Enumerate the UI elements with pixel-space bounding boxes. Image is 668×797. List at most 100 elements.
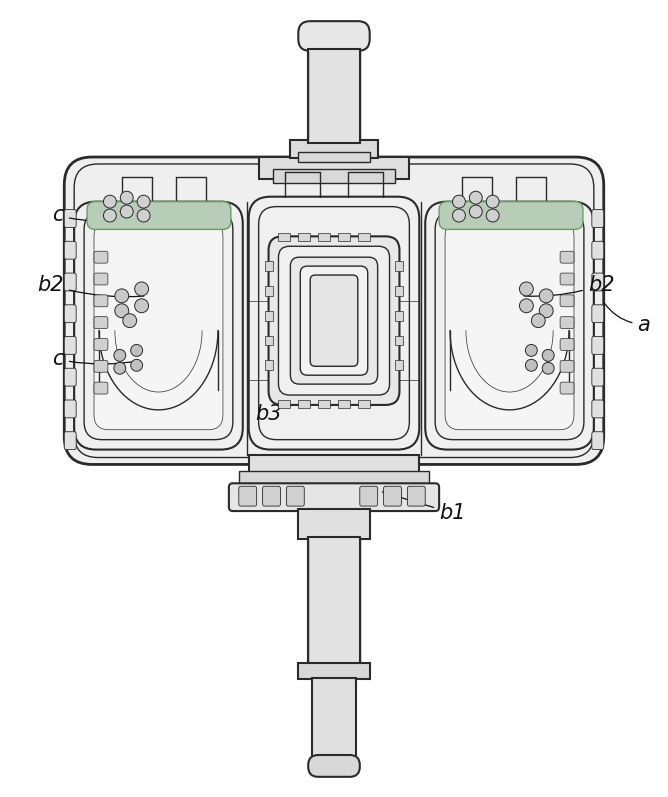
Bar: [273, 169, 395, 183]
Text: b2: b2: [37, 275, 144, 296]
Circle shape: [114, 363, 126, 375]
FancyBboxPatch shape: [439, 202, 583, 230]
FancyBboxPatch shape: [263, 486, 281, 506]
Text: b2: b2: [524, 275, 615, 296]
Bar: [308, 537, 360, 665]
Circle shape: [104, 195, 116, 208]
FancyBboxPatch shape: [94, 273, 108, 285]
Bar: [338, 234, 350, 241]
FancyBboxPatch shape: [407, 486, 426, 506]
FancyBboxPatch shape: [560, 316, 574, 328]
Circle shape: [115, 289, 129, 303]
Circle shape: [470, 205, 482, 218]
Circle shape: [123, 314, 137, 328]
FancyBboxPatch shape: [291, 257, 377, 384]
FancyBboxPatch shape: [560, 360, 574, 372]
FancyBboxPatch shape: [592, 336, 604, 355]
FancyBboxPatch shape: [64, 273, 76, 291]
Bar: [265, 261, 273, 271]
Circle shape: [542, 363, 554, 375]
Bar: [318, 400, 330, 408]
Bar: [238, 471, 430, 485]
FancyBboxPatch shape: [560, 382, 574, 394]
Bar: [279, 234, 291, 241]
FancyBboxPatch shape: [94, 295, 108, 307]
FancyBboxPatch shape: [360, 486, 377, 506]
Circle shape: [470, 191, 482, 204]
Text: b1: b1: [382, 492, 466, 523]
Bar: [395, 336, 403, 345]
FancyBboxPatch shape: [94, 316, 108, 328]
FancyBboxPatch shape: [592, 368, 604, 386]
Bar: [279, 400, 291, 408]
Circle shape: [135, 299, 148, 312]
Bar: [259, 157, 409, 179]
FancyBboxPatch shape: [94, 251, 108, 263]
FancyBboxPatch shape: [560, 295, 574, 307]
Circle shape: [114, 349, 126, 361]
FancyBboxPatch shape: [301, 266, 367, 375]
FancyBboxPatch shape: [229, 483, 439, 511]
FancyBboxPatch shape: [94, 339, 108, 351]
Bar: [395, 261, 403, 271]
Bar: [299, 509, 369, 539]
Circle shape: [539, 289, 553, 303]
Text: c: c: [52, 349, 139, 369]
Bar: [358, 234, 369, 241]
Bar: [265, 286, 273, 296]
FancyBboxPatch shape: [94, 382, 108, 394]
FancyBboxPatch shape: [592, 304, 604, 323]
Circle shape: [137, 195, 150, 208]
FancyBboxPatch shape: [445, 222, 574, 430]
FancyBboxPatch shape: [64, 210, 76, 227]
Bar: [265, 311, 273, 320]
Circle shape: [131, 344, 142, 356]
Text: c: c: [52, 206, 154, 226]
FancyBboxPatch shape: [383, 486, 401, 506]
FancyBboxPatch shape: [94, 222, 223, 430]
Bar: [265, 360, 273, 371]
Circle shape: [115, 304, 129, 318]
FancyBboxPatch shape: [426, 202, 594, 450]
Circle shape: [520, 282, 533, 296]
Bar: [299, 663, 369, 679]
Bar: [395, 311, 403, 320]
Bar: [395, 286, 403, 296]
Bar: [291, 140, 377, 158]
Bar: [299, 234, 310, 241]
Bar: [312, 677, 356, 757]
Bar: [338, 400, 350, 408]
FancyBboxPatch shape: [248, 197, 420, 450]
Bar: [299, 400, 310, 408]
FancyBboxPatch shape: [560, 251, 574, 263]
Circle shape: [520, 299, 533, 312]
FancyBboxPatch shape: [64, 368, 76, 386]
Bar: [358, 400, 369, 408]
Text: a: a: [605, 303, 650, 335]
Circle shape: [137, 209, 150, 222]
Bar: [395, 360, 403, 371]
FancyBboxPatch shape: [94, 360, 108, 372]
Circle shape: [452, 209, 466, 222]
Circle shape: [104, 209, 116, 222]
Circle shape: [486, 209, 499, 222]
FancyBboxPatch shape: [592, 400, 604, 418]
Bar: [265, 336, 273, 345]
Bar: [308, 49, 360, 143]
Circle shape: [135, 282, 148, 296]
Circle shape: [539, 304, 553, 318]
FancyBboxPatch shape: [279, 246, 389, 395]
FancyBboxPatch shape: [238, 486, 257, 506]
FancyBboxPatch shape: [308, 755, 360, 777]
Bar: [299, 152, 369, 162]
FancyBboxPatch shape: [310, 275, 358, 367]
FancyBboxPatch shape: [592, 210, 604, 227]
Text: b3: b3: [256, 392, 308, 424]
FancyBboxPatch shape: [64, 304, 76, 323]
FancyBboxPatch shape: [592, 273, 604, 291]
FancyBboxPatch shape: [87, 202, 231, 230]
FancyBboxPatch shape: [560, 339, 574, 351]
Bar: [248, 454, 420, 474]
Circle shape: [131, 359, 142, 371]
FancyBboxPatch shape: [64, 432, 76, 450]
